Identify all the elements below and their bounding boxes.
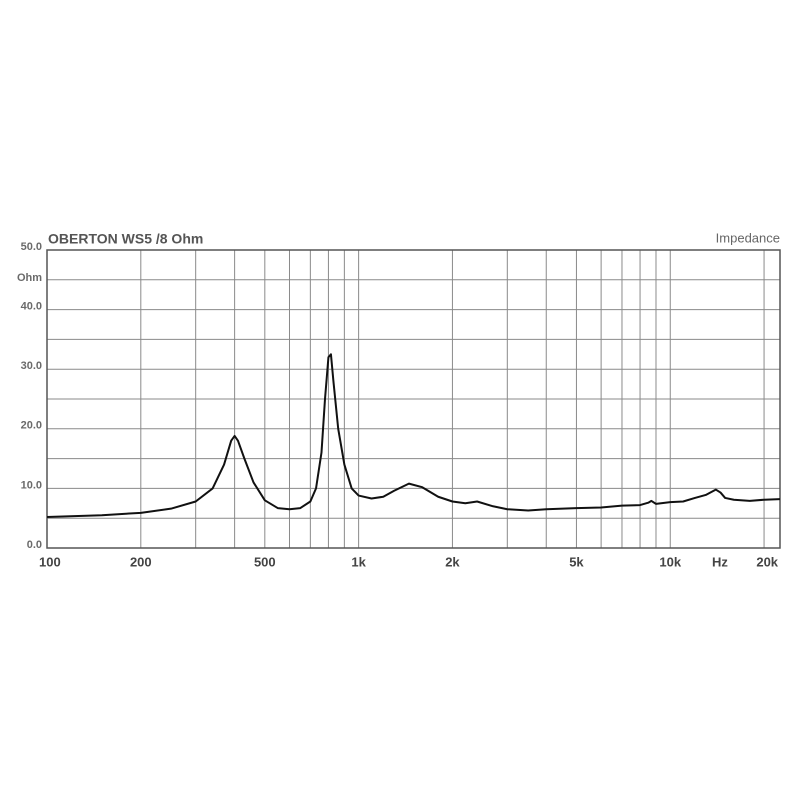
y-tick-label: 10.0 <box>21 479 42 491</box>
y-tick-label: 50.0 <box>21 241 42 253</box>
x-tick-label: 1k <box>351 554 366 569</box>
y-unit: Ohm <box>17 272 42 284</box>
chart-subtitle: Impedance <box>716 230 780 245</box>
x-tick-label: 200 <box>130 554 152 569</box>
x-unit: Hz <box>712 554 728 569</box>
x-tick-label: 100 <box>39 554 61 569</box>
y-tick-label: 30.0 <box>21 360 42 372</box>
x-tick-label: 2k <box>445 554 460 569</box>
impedance-line <box>46 353 781 519</box>
x-tick-label: 10k <box>659 554 681 569</box>
y-tick-label: 0.0 <box>27 539 42 551</box>
plot-frame <box>46 249 781 549</box>
x-tick-label: 20k <box>756 554 778 569</box>
x-tick-label: 5k <box>569 554 584 569</box>
y-tick-label: 20.0 <box>21 420 42 432</box>
y-tick-label: 40.0 <box>21 301 42 313</box>
x-tick-label: 500 <box>254 554 276 569</box>
chart-title: OBERTON WS5 /8 Ohm <box>48 231 203 247</box>
